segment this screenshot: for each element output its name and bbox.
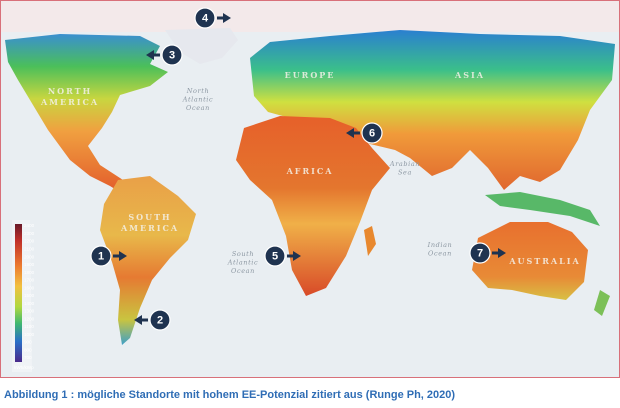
figure-caption: Abbildung 1 : mögliche Standorte mit hoh…: [4, 389, 456, 401]
legend-tick-label: 1100: [24, 324, 34, 329]
region-label: EUROPE: [285, 70, 336, 80]
arctic-band: [0, 0, 620, 32]
legend-tick-label: 1500: [24, 293, 35, 298]
location-marker: 1: [90, 245, 127, 267]
ocean-label: Ocean: [231, 267, 255, 275]
legend-tick-label: 1800: [24, 270, 35, 275]
legend-tick-label: 2300: [24, 231, 35, 236]
region-label: AUSTRALIA: [508, 256, 580, 266]
marker-arrow-head: [134, 315, 142, 325]
location-marker: 2: [134, 309, 171, 331]
marker-number: 3: [169, 49, 175, 61]
legend-tick-label: 900: [24, 340, 32, 345]
marker-circle: [149, 309, 171, 331]
region-label: NORTH: [48, 86, 92, 96]
marker-circle: [361, 122, 383, 144]
africa: [236, 116, 390, 296]
marker-number: 7: [477, 247, 483, 259]
legend-tick-label: 1900: [24, 262, 35, 267]
marker-number: 6: [369, 127, 375, 139]
legend-tick-label: 2100: [24, 247, 35, 252]
region-label: SOUTH: [128, 212, 171, 222]
legend-tick-label: 1000: [24, 332, 35, 337]
greenland: [165, 28, 238, 64]
legend-tick-label: 2200: [24, 239, 35, 244]
marker-circle: [90, 245, 112, 267]
ocean-label: North: [186, 87, 210, 95]
marker-number: 1: [98, 250, 104, 262]
ocean-label: Atlantic: [227, 259, 258, 267]
new-zealand: [594, 290, 610, 316]
legend-tick-label: 1700: [24, 278, 35, 283]
legend-tick-label: 1200: [24, 316, 35, 321]
legend-colorbar: [15, 224, 22, 362]
legend-tick-label: 1400: [24, 301, 35, 306]
marker-circle: [161, 44, 183, 66]
south-america: [100, 176, 196, 345]
legend-tick-label: 2400: [24, 223, 35, 228]
marker-circle: [469, 242, 491, 264]
madagascar: [364, 226, 376, 256]
marker-circle: [194, 7, 216, 29]
marker-arrow-head: [346, 128, 354, 138]
ocean-label: Atlantic: [182, 96, 213, 104]
location-marker: 6: [346, 122, 383, 144]
ocean-label: Sea: [398, 169, 412, 177]
marker-arrow-head: [223, 13, 231, 23]
marker-number: 2: [157, 314, 163, 326]
legend-tick-label: 2000: [24, 254, 35, 259]
ocean-label: Indian: [427, 241, 453, 249]
location-marker: 3: [146, 44, 183, 66]
marker-circle: [264, 245, 286, 267]
marker-number: 4: [202, 12, 209, 24]
ocean-label: Ocean: [428, 250, 452, 258]
region-label: ASIA: [454, 70, 485, 80]
marker-arrow-head: [119, 251, 127, 261]
marker-arrow-head: [293, 251, 301, 261]
southeast-asia: [485, 192, 600, 226]
marker-arrow-head: [146, 50, 154, 60]
location-marker: 4: [194, 7, 231, 29]
marker-arrow-head: [498, 248, 506, 258]
legend-tick-label: 700: [24, 355, 32, 360]
legend-unit: kWh/kWp: [14, 365, 34, 370]
ocean-label: South: [232, 250, 254, 258]
ocean-label: Arabian: [389, 160, 420, 168]
north-america: [5, 34, 168, 196]
legend-tick-label: 800: [24, 347, 32, 352]
region-label: AMERICA: [120, 223, 179, 233]
eurasia: [250, 30, 615, 190]
location-marker: 5: [264, 245, 301, 267]
region-label: AMERICA: [40, 97, 99, 107]
region-label: AFRICA: [286, 166, 334, 176]
australia: [472, 222, 588, 300]
marker-number: 5: [272, 250, 278, 262]
location-marker: 7: [469, 242, 506, 264]
legend-tick-label: 1600: [24, 285, 35, 290]
legend-tick-label: 1300: [24, 309, 35, 314]
ocean-label: Ocean: [186, 104, 210, 112]
